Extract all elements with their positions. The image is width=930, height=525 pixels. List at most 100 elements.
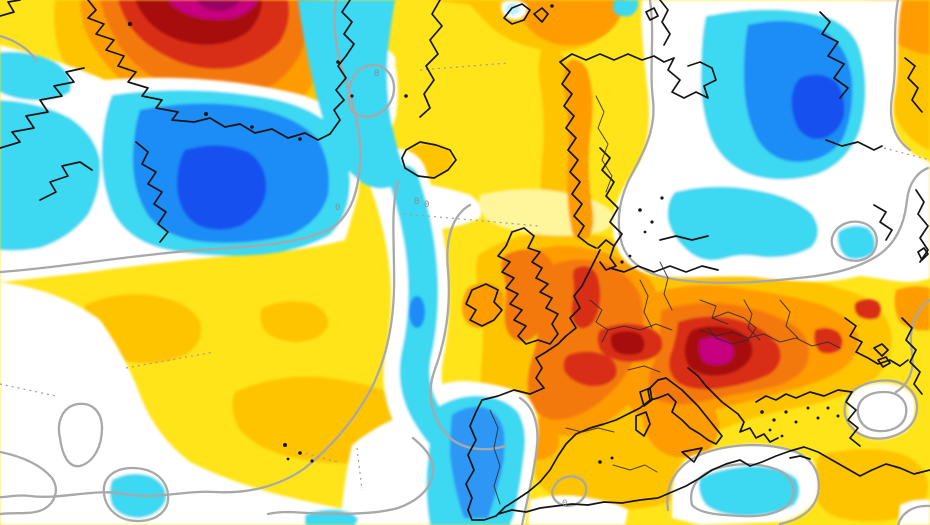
border-layer (489, 95, 841, 505)
baltic-south-coastline (609, 265, 719, 273)
greenland-east-coastline (329, 0, 355, 135)
baffin-coastline (0, 67, 85, 149)
warm-core-alps-darkred (610, 331, 645, 355)
aegean-islet (794, 420, 798, 424)
border-line (595, 95, 613, 193)
labrador-coastline (135, 141, 169, 243)
adriatic-coastline (687, 367, 779, 443)
iceland-coastline (401, 141, 457, 179)
warm-spot-south-france (563, 351, 617, 387)
contour-wedge-edge (266, 436, 435, 516)
contour-libya-outer (666, 443, 820, 525)
aegean-islet (768, 428, 772, 432)
contour-coast-gray-1 (0, 450, 57, 516)
corsica-coastline (639, 387, 653, 407)
warm-core-germany-strip (571, 266, 601, 329)
greece-north-coastline (755, 389, 853, 403)
purple-group (196, 0, 240, 12)
continent-coastline (465, 249, 651, 521)
crete-coastline (789, 455, 811, 460)
cold-core-davis (177, 145, 267, 230)
aegean-islet (780, 434, 784, 438)
warm-extreme-balkans (698, 337, 734, 365)
islet-speck (127, 21, 133, 27)
islet-speck (336, 60, 340, 64)
svalbard-coastline (503, 3, 549, 25)
azores-islet (310, 459, 314, 463)
islet-speck (350, 94, 354, 98)
islet-speck (550, 4, 554, 8)
anatolia-lakes (873, 343, 891, 368)
aegean-islet (806, 406, 810, 410)
cold-pool-nw-russia (667, 186, 818, 261)
contour-newfoundland-ring1 (57, 402, 104, 468)
border-line (639, 279, 653, 329)
cold-blob-denmark-strait (298, 0, 408, 189)
cold-core-barents (791, 74, 845, 139)
graticule-layer (0, 62, 930, 491)
azores-islet (283, 443, 287, 447)
warm-spot-black-sea (814, 327, 843, 354)
islet-speck (250, 125, 254, 129)
contour-label: 0 (424, 200, 429, 210)
border-line (699, 329, 841, 349)
small-lake-ring (917, 247, 929, 261)
border-line (779, 299, 799, 339)
uk-coastline (497, 227, 559, 345)
balearic-islet (610, 456, 614, 460)
hudson-coastline (39, 161, 93, 201)
aegean-islet (760, 410, 764, 414)
border-line (659, 261, 673, 311)
azores-islet (286, 457, 290, 461)
cold-spot-libya (698, 466, 800, 516)
mid-blue-group (450, 406, 505, 518)
cold-blob-left-top (0, 51, 71, 101)
dark-blue-group (177, 74, 845, 230)
graticule-line (419, 62, 509, 71)
cold-core-portugal (450, 406, 505, 518)
contour-label: 0 (374, 69, 379, 79)
islet-speck (204, 112, 208, 116)
islet-speck-jan-mayen (404, 94, 408, 98)
denmark-coastline (597, 239, 617, 271)
sweden-finland-coastline (599, 147, 623, 247)
greenland-ne-coastline (419, 0, 443, 118)
graticule-line (299, 451, 339, 463)
border-line (699, 299, 729, 325)
baltic-islet (620, 260, 624, 264)
contour-ural-ring (830, 220, 878, 262)
baltic-islet (628, 254, 632, 258)
warm-blob-west-med (534, 424, 689, 510)
border-line (589, 299, 609, 343)
aegean-islet (784, 410, 788, 414)
cold-blob-ural (837, 225, 876, 260)
border-line (743, 299, 761, 341)
contour-alboran-ring (550, 475, 588, 507)
aegean-islet (816, 416, 820, 420)
warm-blob-norway-coast (563, 59, 594, 240)
border-line (607, 323, 673, 331)
novaya-zemlya-coastline (645, 0, 671, 46)
africa-coastline (497, 446, 930, 515)
norway-north-coastline (559, 53, 675, 63)
warm-extreme-greenland-core (196, 0, 240, 12)
azores-islet (298, 451, 302, 455)
aegean-islet (836, 414, 840, 418)
contour-right-mid (894, 298, 930, 394)
contour-iberia-east (518, 396, 539, 525)
kola-coastline (667, 57, 717, 99)
islet-layer (127, 4, 840, 464)
border-line (489, 409, 501, 505)
contour-newfoundland-ring2 (102, 466, 170, 523)
aegean-islet (772, 418, 776, 422)
contour-label: 0 (414, 197, 419, 207)
cold-spot-ribbon (409, 296, 425, 328)
graticule-line (883, 147, 930, 161)
aegean-islet (826, 406, 830, 410)
norway-west-coastline (559, 61, 597, 249)
greenland-west-coastline (87, 0, 331, 141)
